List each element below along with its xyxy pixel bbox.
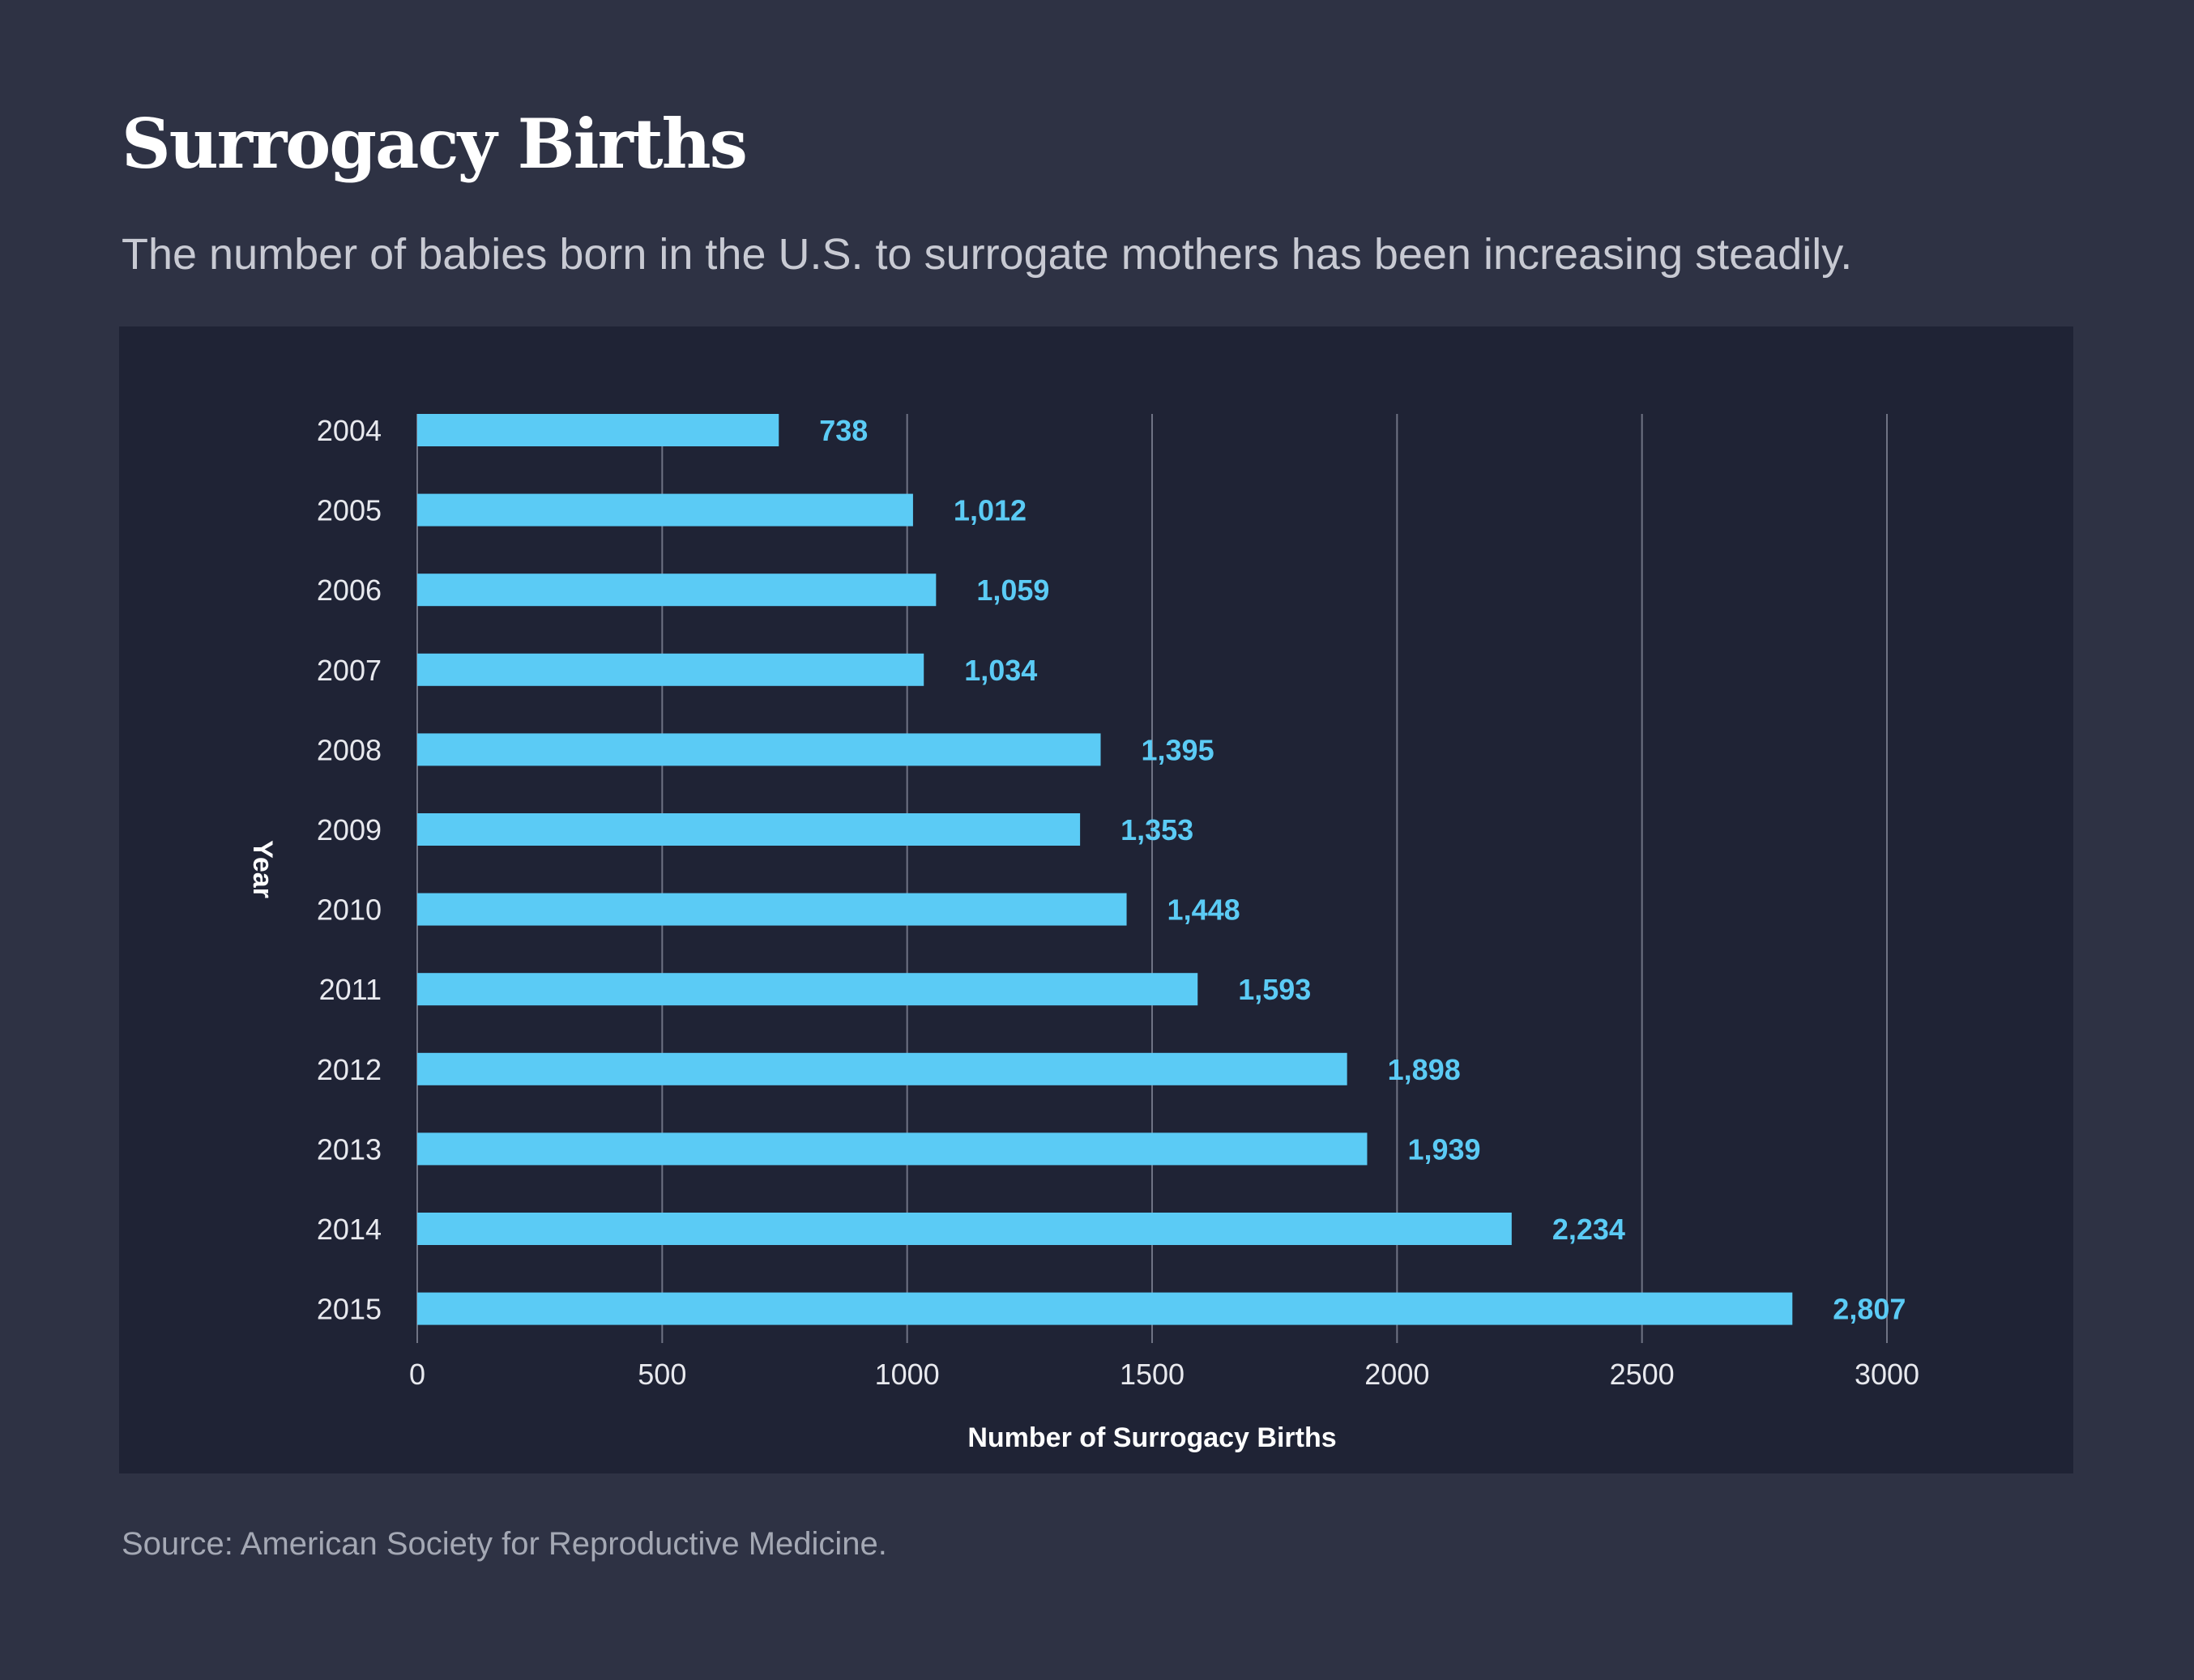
chart-title: Surrogacy Births	[122, 104, 748, 184]
value-label-2009: 1,353	[1120, 813, 1193, 846]
x-axis-title: Number of Surrogacy Births	[967, 1422, 1336, 1453]
source-note: Source: American Society for Reproductiv…	[122, 1526, 887, 1562]
value-label-2004: 738	[819, 414, 868, 447]
y-tick-label: 2005	[317, 494, 382, 527]
bar-chart: 0 500 1000 1500 2000 2500 3000 2004 738 2005 1,012…	[247, 414, 1919, 1453]
bar-2004	[417, 414, 779, 446]
value-label-2008: 1,395	[1142, 733, 1214, 766]
bar-2008	[417, 733, 1101, 766]
value-label-2010: 1,448	[1167, 893, 1240, 927]
value-label-2012: 1,898	[1388, 1053, 1461, 1086]
bar-2013	[417, 1132, 1368, 1166]
x-tick-label: 1500	[1120, 1358, 1185, 1391]
y-tick-label: 2006	[317, 574, 382, 607]
value-label-2011: 1,593	[1238, 973, 1311, 1006]
bar-2012	[417, 1052, 1347, 1085]
y-tick-label: 2014	[317, 1213, 382, 1246]
bar-2007	[417, 653, 924, 686]
value-label-2015: 2,807	[1833, 1293, 1906, 1326]
bar-2009	[417, 813, 1081, 846]
x-tick-label: 2500	[1610, 1358, 1675, 1391]
value-label-2014: 2,234	[1552, 1213, 1625, 1246]
bar-2010	[417, 893, 1127, 926]
value-label-2007: 1,034	[964, 654, 1037, 687]
x-tick-label: 2000	[1364, 1358, 1429, 1391]
y-tick-label: 2015	[317, 1293, 382, 1326]
value-label-2005: 1,012	[954, 494, 1027, 527]
chart-subtitle: The number of babies born in the U.S. to…	[122, 230, 1853, 279]
y-tick-label: 2009	[317, 813, 382, 846]
value-label-2013: 1,939	[1407, 1132, 1480, 1166]
x-tick-label: 0	[409, 1358, 425, 1391]
chart-panel: 0 500 1000 1500 2000 2500 3000 2004 738 2005 1,012…	[119, 326, 2073, 1473]
bar-2011	[417, 973, 1198, 1006]
y-axis-title: Year	[247, 840, 278, 898]
value-label-2006: 1,059	[976, 574, 1049, 607]
x-tick-label: 1000	[875, 1358, 940, 1391]
y-tick-label: 2011	[319, 973, 382, 1006]
y-tick-label: 2012	[317, 1053, 382, 1086]
y-tick-label: 2004	[317, 414, 382, 447]
x-tick-label: 500	[638, 1358, 686, 1391]
bar-2015	[417, 1292, 1793, 1325]
y-tick-label: 2008	[317, 733, 382, 766]
y-tick-label: 2007	[317, 654, 382, 687]
bar-2014	[417, 1213, 1512, 1245]
x-tick-label: 3000	[1855, 1358, 1919, 1391]
y-tick-label: 2013	[317, 1132, 382, 1166]
y-tick-label: 2010	[317, 893, 382, 927]
bar-2005	[417, 493, 913, 527]
bar-2006	[417, 574, 937, 607]
